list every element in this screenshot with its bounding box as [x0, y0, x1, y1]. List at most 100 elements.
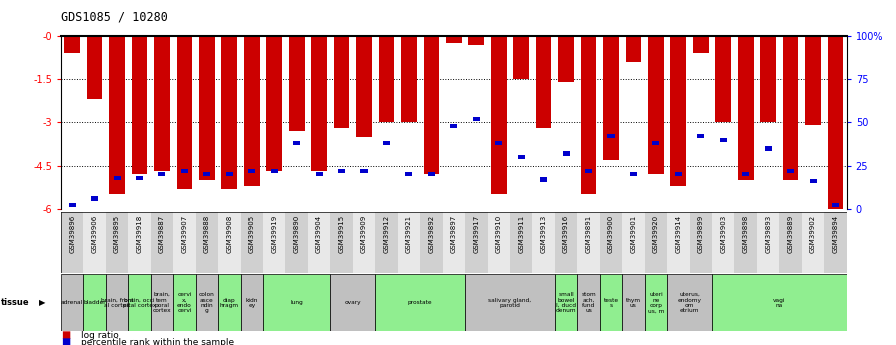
Text: GSM39910: GSM39910 — [495, 215, 502, 254]
Bar — [563, 151, 570, 156]
Text: stom
ach,
fund
us: stom ach, fund us — [582, 292, 596, 313]
Bar — [809, 179, 816, 183]
Bar — [221, 36, 237, 189]
Bar — [625, 36, 642, 62]
Bar — [735, 212, 757, 273]
Bar — [469, 36, 484, 45]
Bar — [106, 212, 128, 273]
Bar — [83, 274, 106, 331]
Bar — [61, 212, 83, 273]
Text: GSM39905: GSM39905 — [249, 215, 254, 253]
Bar — [195, 212, 218, 273]
Text: GDS1085 / 10280: GDS1085 / 10280 — [61, 10, 168, 23]
Bar — [109, 36, 125, 194]
Bar — [715, 36, 731, 122]
Bar — [487, 212, 510, 273]
Text: brain, front
al cortex: brain, front al cortex — [100, 297, 134, 308]
Bar — [357, 36, 372, 137]
Bar — [802, 212, 824, 273]
Bar — [331, 212, 353, 273]
Text: GSM39888: GSM39888 — [204, 215, 210, 254]
Text: GSM39906: GSM39906 — [91, 215, 98, 254]
Bar — [510, 212, 532, 273]
Text: GSM39904: GSM39904 — [316, 215, 323, 253]
Bar — [532, 212, 555, 273]
Bar — [780, 212, 802, 273]
Text: GSM39897: GSM39897 — [451, 215, 457, 254]
Text: uterus,
endomy
om
etrium: uterus, endomy om etrium — [677, 292, 702, 313]
Bar — [87, 36, 102, 99]
Bar — [181, 169, 188, 173]
Bar — [248, 169, 255, 173]
Bar — [128, 274, 151, 331]
Bar — [446, 36, 461, 43]
Bar — [405, 172, 412, 176]
Bar — [338, 169, 345, 173]
Bar — [675, 172, 682, 176]
Bar — [742, 172, 749, 176]
Bar — [244, 36, 260, 186]
Bar — [331, 274, 375, 331]
Bar — [136, 176, 143, 180]
Text: thym
us: thym us — [626, 297, 641, 308]
Bar — [173, 212, 195, 273]
Bar — [518, 155, 525, 159]
Bar — [263, 274, 331, 331]
Bar — [828, 36, 843, 209]
Text: brain,
tem
poral
cortex: brain, tem poral cortex — [152, 292, 171, 313]
Text: GSM39912: GSM39912 — [383, 215, 390, 253]
Bar — [333, 36, 349, 128]
Bar — [451, 124, 457, 128]
Bar — [398, 212, 420, 273]
Text: colon
asce
ndin
g: colon asce ndin g — [199, 292, 215, 313]
Bar — [375, 212, 398, 273]
Bar — [226, 172, 233, 176]
Bar — [473, 117, 480, 121]
Bar — [607, 134, 615, 138]
Bar — [293, 141, 300, 145]
Bar — [443, 212, 465, 273]
Text: kidn
ey: kidn ey — [246, 297, 258, 308]
Bar — [832, 203, 839, 207]
Bar — [737, 36, 754, 180]
Bar — [218, 274, 240, 331]
Text: ■: ■ — [61, 337, 70, 345]
Text: GSM39911: GSM39911 — [518, 215, 524, 254]
Bar — [240, 274, 263, 331]
Bar — [266, 36, 282, 171]
Text: GSM39889: GSM39889 — [788, 215, 794, 254]
Bar — [128, 212, 151, 273]
Text: GSM39893: GSM39893 — [765, 215, 771, 254]
Bar — [151, 212, 173, 273]
Bar — [585, 169, 592, 173]
Bar — [513, 36, 529, 79]
Bar — [308, 212, 331, 273]
Bar — [690, 212, 712, 273]
Bar — [353, 212, 375, 273]
Text: prostate: prostate — [408, 300, 433, 305]
Bar — [761, 36, 776, 122]
Bar — [360, 169, 367, 173]
Bar — [495, 141, 503, 145]
Bar — [271, 169, 278, 173]
Text: salivary gland,
parotid: salivary gland, parotid — [488, 297, 531, 308]
Text: vagi
na: vagi na — [773, 297, 786, 308]
Bar — [697, 134, 704, 138]
Bar — [630, 172, 637, 176]
Bar — [311, 36, 327, 171]
Bar — [603, 36, 619, 160]
Bar — [712, 274, 847, 331]
Bar — [218, 212, 240, 273]
Bar — [764, 146, 771, 150]
Text: GSM39921: GSM39921 — [406, 215, 412, 253]
Bar — [379, 36, 394, 122]
Text: tissue: tissue — [1, 298, 30, 307]
Text: GSM39895: GSM39895 — [114, 215, 120, 253]
Text: GSM39920: GSM39920 — [653, 215, 659, 253]
Text: GSM39914: GSM39914 — [676, 215, 681, 253]
Bar — [644, 212, 668, 273]
Bar — [83, 212, 106, 273]
Text: percentile rank within the sample: percentile rank within the sample — [81, 338, 234, 345]
Bar — [644, 274, 668, 331]
Text: GSM39890: GSM39890 — [294, 215, 299, 254]
